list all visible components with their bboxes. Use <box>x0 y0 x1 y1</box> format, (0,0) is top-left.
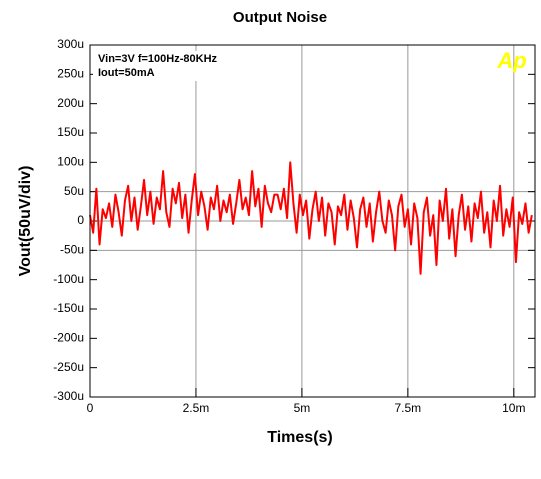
annotation: Vin=3V f=100Hz-80KHz <box>98 53 218 65</box>
y-tick-label: 300u <box>57 37 84 51</box>
y-tick-label: 0 <box>77 213 84 227</box>
y-tick-label: 250u <box>57 67 84 81</box>
x-axis-label: Times(s) <box>267 429 333 446</box>
plot-frame <box>89 44 536 398</box>
y-tick-label: -50u <box>60 243 84 257</box>
y-tick-label: 100u <box>57 155 84 169</box>
x-tick-label: 10m <box>502 401 525 415</box>
y-axis-label: Vout(50uV/div) <box>17 166 34 277</box>
y-tick-label: -200u <box>53 331 84 345</box>
x-tick-label: 0 <box>87 401 94 415</box>
x-tick-label: 5m <box>294 401 311 415</box>
y-tick-label: 50u <box>64 184 84 198</box>
y-tick-label: 200u <box>57 96 84 110</box>
noise-line <box>89 161 533 275</box>
x-tick-label: 7.5m <box>395 401 422 415</box>
y-tick-label: 150u <box>57 125 84 139</box>
logo: Ap <box>496 48 526 73</box>
y-tick-label: -250u <box>53 360 84 374</box>
x-tick-label: 2.5m <box>183 401 210 415</box>
y-tick-label: -300u <box>53 389 84 403</box>
y-tick-label: -150u <box>53 301 84 315</box>
annotation-box <box>93 51 255 81</box>
y-tick-label: -100u <box>53 272 84 286</box>
chart-title: Output Noise <box>233 9 327 26</box>
annotation: Iout=50mA <box>98 67 155 79</box>
